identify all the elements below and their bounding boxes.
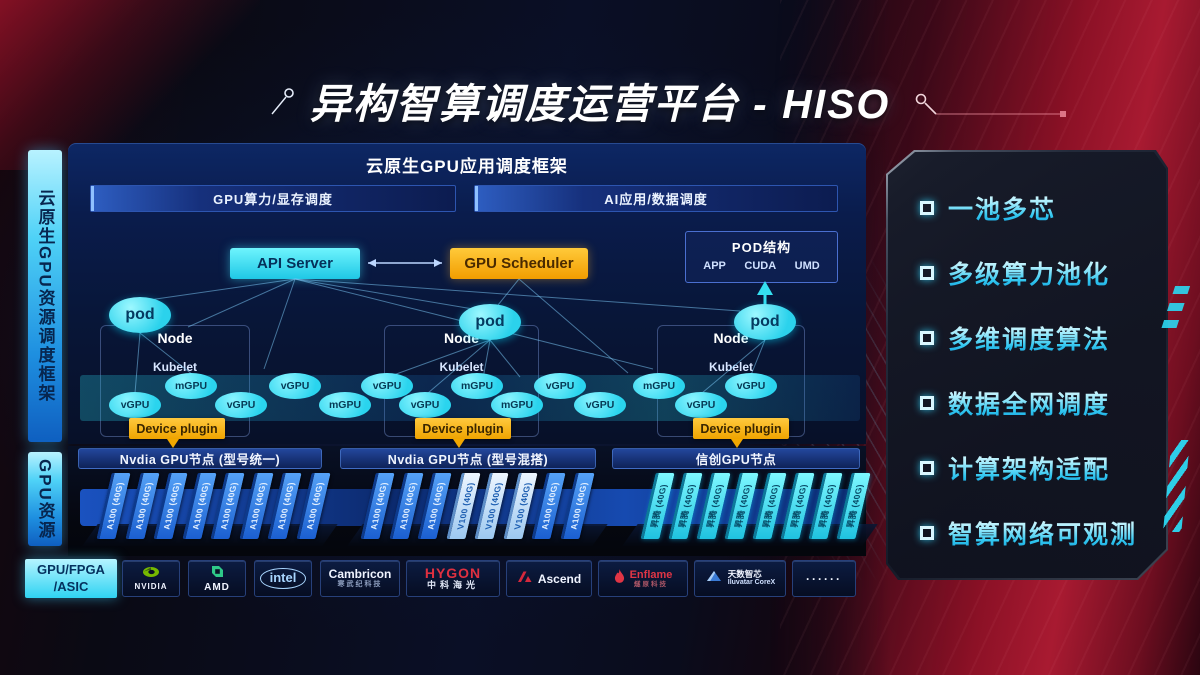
kubelet-label: Kubelet [708, 360, 753, 374]
pod-ellipse-3: pod [734, 304, 796, 340]
subbar-ai-data: AI应用/数据调度 [474, 185, 838, 212]
vendor-cambricon: Cambricon 寒武纪科技 [320, 560, 400, 597]
pod-ellipse-1: pod [109, 297, 171, 333]
pod-structure-item: UMD [794, 260, 820, 272]
pod-structure-title: POD结构 [731, 240, 792, 255]
gpu-ellipse-vgpu: vGPU [269, 373, 321, 399]
vendor-hygon: HYGON 中科海光 [406, 560, 500, 597]
device-plugin-1: Device plugin [129, 418, 225, 439]
feature-label: 一池多芯 [948, 190, 1056, 226]
left-rail-framework: 云原生GPU资源调度框架 [28, 150, 62, 442]
pod-structure-box: POD结构 APP CUDA UMD [685, 231, 838, 283]
hardware-category-line1: GPU/FPGA [37, 562, 105, 578]
gpu-ellipse-vgpu: vGPU [215, 392, 267, 418]
gpu-ellipse-mgpu: mGPU [633, 373, 685, 399]
feature-list: 一池多芯 多级算力池化 多维调度算法 数据全网调度 计算架构适配 智算网络可观测 [920, 194, 1137, 547]
gpu-ellipse-vgpu: vGPU [399, 392, 451, 418]
api-server-box: API Server [230, 248, 360, 279]
hardware-category-line2: /ASIC [53, 578, 89, 594]
feature-bullet-icon [920, 266, 934, 280]
feature-bullet-icon [920, 526, 934, 540]
feature-label: 数据全网调度 [948, 385, 1110, 421]
feature-label: 智算网络可观测 [948, 515, 1137, 551]
ascend-icon [517, 570, 533, 588]
vendor-more: ······ [792, 560, 856, 597]
gpu-ellipse-vgpu: vGPU [109, 392, 161, 418]
device-plugin-arrow-1 [167, 439, 179, 448]
vendor-more-dots: ······ [806, 571, 842, 586]
device-plugin-arrow-3 [731, 439, 743, 448]
kubelet-label: Kubelet [439, 360, 484, 374]
amd-icon [211, 564, 223, 582]
feature-panel: 一池多芯 多级算力池化 多维调度算法 数据全网调度 计算架构适配 智算网络可观测 [886, 150, 1168, 580]
amd-icon [211, 566, 223, 578]
pod-structure-item: APP [703, 260, 726, 272]
left-rail-framework-label: 云原生GPU资源调度框架 [35, 189, 55, 403]
iluvatar-icon [705, 569, 723, 588]
vendor-iluvatar: 天数智芯 Iluvatar CoreX [694, 560, 786, 597]
device-plugin-arrow-2 [453, 439, 465, 448]
gpu-ellipse-vgpu: vGPU [574, 392, 626, 418]
gpu-scheduler-box: GPU Scheduler [450, 248, 588, 279]
gpu-group-bar-3: 信创GPU节点 [612, 448, 860, 469]
feature-bullet-icon [920, 201, 934, 215]
gpu-group-bar-2: Nvdia GPU节点 (型号混搭) [340, 448, 596, 469]
vendor-amd: AMD [188, 560, 246, 597]
vendor-enflame: Enflame 燧原科技 [598, 560, 688, 597]
feature-item: 多维调度算法 [920, 324, 1137, 352]
gpu-ellipse-mgpu: mGPU [319, 392, 371, 418]
feature-item: 计算架构适配 [920, 454, 1137, 482]
gpu-ellipse-mgpu: mGPU [165, 373, 217, 399]
vendor-intel: intel [254, 560, 312, 597]
framework-title: 云原生GPU应用调度框架 [366, 157, 568, 176]
pod-structure-items: APP CUDA UMD [686, 260, 837, 272]
iluvatar-icon [706, 571, 721, 581]
device-plugin-2: Device plugin [415, 418, 511, 439]
pod-ellipse-2: pod [459, 304, 521, 340]
enflame-icon [614, 568, 625, 589]
feature-bullet-icon [920, 396, 934, 410]
feature-item: 多级算力池化 [920, 259, 1137, 287]
ascend-icon [517, 571, 532, 582]
page-title: 异构智算调度运营平台 - HISO [309, 81, 891, 127]
enflame-icon [614, 568, 624, 583]
feature-item: 数据全网调度 [920, 389, 1137, 417]
feature-bullet-icon [920, 461, 934, 475]
gpu-ellipse-vgpu: vGPU [534, 373, 586, 399]
left-rail-gpu-label: GPU资源 [35, 458, 55, 540]
feature-item: 一池多芯 [920, 194, 1137, 222]
left-rail-gpu-resources: GPU资源 [28, 452, 62, 546]
feature-item: 智算网络可观测 [920, 519, 1137, 547]
gpu-ellipse-vgpu: vGPU [725, 373, 777, 399]
gpu-ellipse-mgpu: mGPU [491, 392, 543, 418]
gpu-group-bar-1: Nvdia GPU节点 (型号统一) [78, 448, 322, 469]
node-label: Node [157, 330, 193, 346]
nvidia-icon [143, 567, 159, 578]
device-plugin-3: Device plugin [693, 418, 789, 439]
intel-logo: intel [259, 568, 307, 589]
vendor-ascend: Ascend [506, 560, 592, 597]
vendor-nvidia: NVIDIA [122, 560, 180, 597]
feature-panel-inner [888, 152, 1166, 578]
pod-structure-item: CUDA [744, 260, 777, 272]
gpu-ellipse-vgpu: vGPU [675, 392, 727, 418]
feature-bullet-icon [920, 331, 934, 345]
kubelet-label: Kubelet [152, 360, 197, 374]
nvidia-icon [142, 565, 160, 583]
subbar-gpu-compute: GPU算力/显存调度 [90, 185, 456, 212]
feature-label: 多维调度算法 [948, 320, 1110, 356]
feature-label: 多级算力池化 [948, 255, 1110, 291]
framework-panel: 云原生GPU应用调度框架 GPU算力/显存调度 AI应用/数据调度 [68, 143, 866, 444]
feature-label: 计算架构适配 [948, 450, 1110, 486]
hardware-category-box: GPU/FPGA /ASIC [25, 559, 117, 598]
gpu-ellipse-mgpu: mGPU [451, 373, 503, 399]
